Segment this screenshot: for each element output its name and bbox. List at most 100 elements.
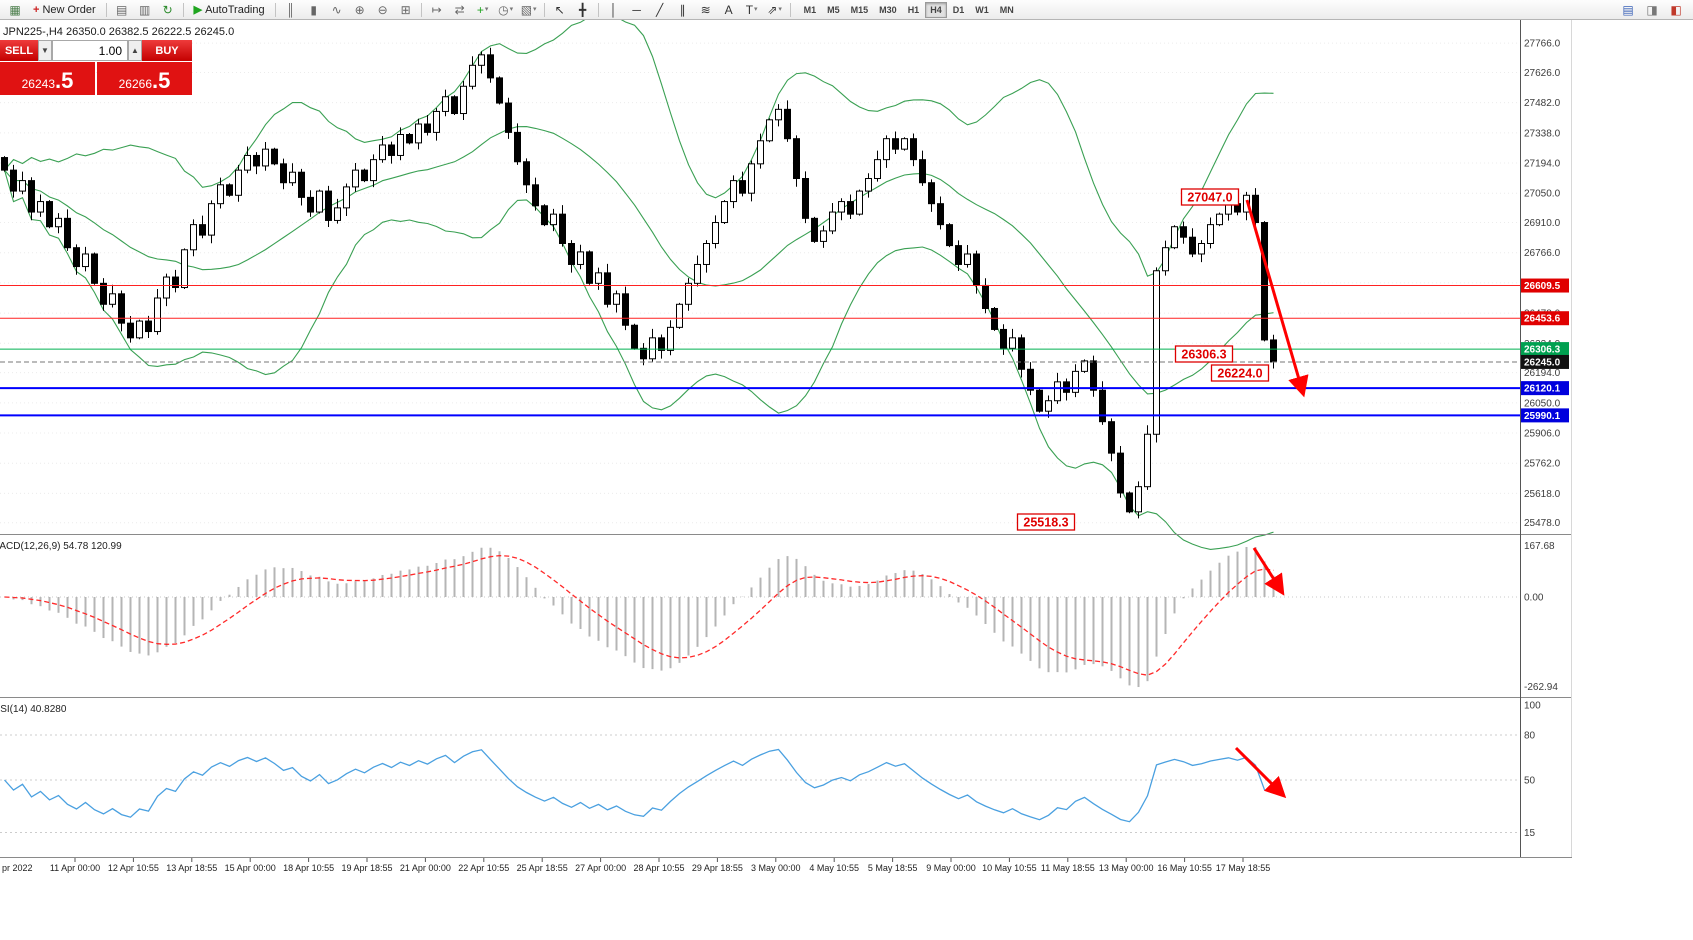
arrows-glyph: ⇗: [767, 2, 778, 17]
volume-up-button[interactable]: ▲: [128, 40, 142, 61]
navigator-icon[interactable]: ◧: [1665, 1, 1687, 19]
chart-ohlc-header: JPN225-,H4 26350.0 26382.5 26222.5 26245…: [3, 26, 235, 38]
auto-scroll-icon[interactable]: ↦: [426, 1, 448, 19]
templates-glyph: ▧: [520, 2, 533, 17]
market-watch-icon[interactable]: ▤: [1617, 1, 1639, 19]
sell-price-main: 26243: [21, 77, 55, 91]
templates-icon[interactable]: ▧ ▾: [518, 1, 540, 19]
rsi-panel: RSI(14) 40.8280 100 80 50 15: [0, 701, 1541, 839]
data-window-icon[interactable]: ◨: [1641, 1, 1663, 19]
refresh-icon[interactable]: ↻: [157, 1, 179, 19]
fibonacci-icon[interactable]: ≋: [695, 1, 717, 19]
svg-text:4 May 10:55: 4 May 10:55: [809, 863, 859, 873]
timeframe-h4-button[interactable]: H4: [925, 1, 947, 18]
text-icon[interactable]: A: [718, 1, 740, 19]
time-axis[interactable]: pr 2022 11 Apr 00:00 12 Apr 10:55 13 Apr 18…: [2, 858, 1270, 873]
chart-shift-icon[interactable]: ⇄: [449, 1, 471, 19]
svg-text:27626.0: 27626.0: [1524, 68, 1561, 79]
vertical-line-glyph: │: [609, 2, 618, 17]
svg-text:26766.0: 26766.0: [1524, 248, 1561, 259]
candlestick-mode-icon[interactable]: ▮: [303, 1, 325, 19]
cursor-icon[interactable]: ↖: [549, 1, 571, 19]
price-chart-canvas[interactable]: 27766.0 27626.0 27482.0 27338.0 27194.0 27050…: [0, 20, 1693, 940]
buy-price-display[interactable]: 26266 .5: [97, 62, 192, 95]
timeframe-m15-button[interactable]: M15: [850, 4, 869, 15]
cursor-glyph: ↖: [554, 2, 565, 17]
annotation-labels[interactable]: 27047.0 26306.3 26224.0 25518.3: [1016, 188, 1270, 531]
buy-button[interactable]: BUY: [142, 40, 192, 61]
timeframe-d1-button[interactable]: D1: [952, 4, 965, 15]
line-chart-mode-icon[interactable]: ∿: [326, 1, 348, 19]
horizontal-line-icon[interactable]: ─: [626, 1, 648, 19]
printer-glyph: ▤: [115, 2, 128, 17]
svg-text:26050.0: 26050.0: [1524, 398, 1561, 409]
buy-price-main: 26266: [118, 77, 152, 91]
bar-chart-mode-icon[interactable]: ║: [280, 1, 302, 19]
trendline-icon[interactable]: ╱: [649, 1, 671, 19]
tile-windows-icon[interactable]: ⊞: [395, 1, 417, 19]
svg-text:15: 15: [1524, 828, 1536, 839]
timeframe-mn-button[interactable]: MN: [999, 4, 1014, 15]
svg-text:25618.0: 25618.0: [1524, 489, 1561, 500]
zoom-out-glyph: ⊖: [377, 2, 388, 17]
svg-text:28 Apr 10:55: 28 Apr 10:55: [633, 863, 684, 873]
vertical-line-icon[interactable]: │: [603, 1, 625, 19]
timeframe-m1-button[interactable]: M1: [803, 4, 817, 15]
svg-text:26306.3: 26306.3: [1524, 345, 1561, 356]
timeframe-h1-button[interactable]: H1: [907, 4, 920, 15]
svg-text:9 May 00:00: 9 May 00:00: [926, 863, 976, 873]
equidistant-channel-icon[interactable]: ∥: [672, 1, 694, 19]
horizontal-line-glyph: ─: [632, 2, 641, 17]
new-order-icon: +: [33, 3, 40, 16]
trendline-glyph: ╱: [656, 2, 664, 17]
svg-text:15 Apr 00:00: 15 Apr 00:00: [225, 863, 276, 873]
zoom-out-icon[interactable]: ⊖: [372, 1, 394, 19]
sell-price-display[interactable]: 26243 .5: [0, 62, 95, 95]
timeframe-m30-button[interactable]: M30: [879, 4, 897, 15]
timeframe-m5-button[interactable]: M5: [827, 4, 840, 15]
svg-text:19 Apr 18:55: 19 Apr 18:55: [341, 863, 392, 873]
fibonacci-glyph: ≋: [700, 2, 711, 17]
print-preview-glyph: ▥: [138, 2, 151, 17]
timeframe-w1-button[interactable]: W1: [975, 4, 989, 15]
new-chart-icon[interactable]: ▦: [4, 1, 26, 19]
svg-text:21 Apr 00:00: 21 Apr 00:00: [400, 863, 451, 873]
svg-text:11 May 18:55: 11 May 18:55: [1041, 863, 1095, 873]
candlesticks-layer: [1, 47, 1277, 519]
volume-down-button[interactable]: ▼: [38, 40, 52, 61]
text-label-glyph: T: [745, 2, 754, 17]
volume-input[interactable]: 1.00: [52, 40, 128, 61]
svg-text:27482.0: 27482.0: [1524, 98, 1561, 109]
autotrading-button[interactable]: ▶ AutoTrading: [188, 2, 271, 18]
panel-separators: [0, 20, 1572, 858]
svg-text:22 Apr 10:55: 22 Apr 10:55: [458, 863, 509, 873]
grid-layer: [0, 42, 1520, 524]
periods-icon[interactable]: ◷ ▾: [495, 1, 517, 19]
arrows-icon[interactable]: ⇗ ▾: [764, 1, 786, 19]
bollinger-bands-indicator: [3, 20, 1274, 550]
zoom-in-icon[interactable]: ⊕: [349, 1, 371, 19]
svg-text:27050.0: 27050.0: [1524, 189, 1561, 200]
indicators-icon[interactable]: + ▾: [472, 1, 494, 19]
svg-text:17 May 18:55: 17 May 18:55: [1216, 863, 1271, 873]
trend-arrows[interactable]: [1234, 199, 1309, 799]
sell-button[interactable]: SELL: [0, 40, 38, 61]
bar-chart-mode-glyph: ║: [286, 2, 295, 17]
dropdown-caret-icon: ▾: [778, 6, 782, 13]
equidistant-channel-glyph: ∥: [679, 2, 686, 17]
one-click-trading-panel: SELL ▼ 1.00 ▲ BUY 26243 .5 26266 .5: [0, 40, 192, 95]
chart-shift-glyph: ⇄: [454, 2, 465, 17]
crosshair-icon[interactable]: ╋: [572, 1, 594, 19]
svg-text:100: 100: [1524, 701, 1541, 712]
printer-icon[interactable]: ▤: [111, 1, 133, 19]
horizontal-level-lines[interactable]: [0, 285, 1520, 417]
new-order-button[interactable]: + New Order: [27, 2, 102, 18]
toolbar-separator: [274, 2, 276, 17]
svg-text:12 Apr 10:55: 12 Apr 10:55: [108, 863, 159, 873]
print-preview-icon[interactable]: ▥: [134, 1, 156, 19]
text-label-icon[interactable]: T ▾: [741, 1, 763, 19]
refresh-glyph: ↻: [162, 2, 173, 17]
line-chart-mode-glyph: ∿: [331, 2, 342, 17]
